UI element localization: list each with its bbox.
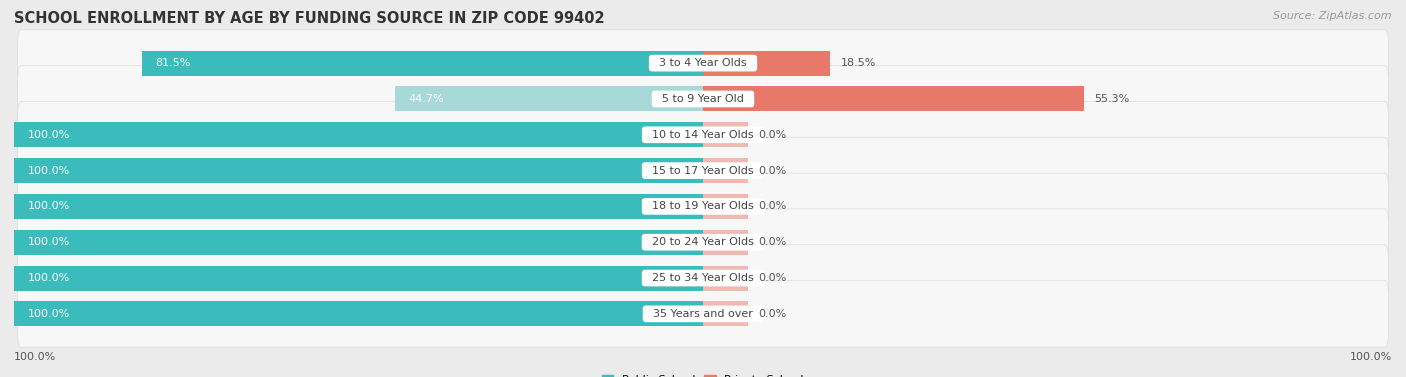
Text: 0.0%: 0.0% [758,130,786,140]
Text: 44.7%: 44.7% [409,94,444,104]
Text: 100.0%: 100.0% [28,309,70,319]
Bar [703,51,831,76]
Text: 3 to 4 Year Olds: 3 to 4 Year Olds [652,58,754,68]
FancyBboxPatch shape [17,173,1389,240]
FancyBboxPatch shape [17,137,1389,204]
FancyBboxPatch shape [17,280,1389,347]
Text: 81.5%: 81.5% [155,58,191,68]
Text: 5 to 9 Year Old: 5 to 9 Year Old [655,94,751,104]
Bar [703,230,748,255]
FancyBboxPatch shape [17,66,1389,132]
Text: 15 to 17 Year Olds: 15 to 17 Year Olds [645,166,761,176]
Text: 10 to 14 Year Olds: 10 to 14 Year Olds [645,130,761,140]
Bar [14,301,703,326]
FancyBboxPatch shape [17,209,1389,276]
Text: 35 Years and over: 35 Years and over [647,309,759,319]
Legend: Public School, Private School: Public School, Private School [598,370,808,377]
Bar [14,194,703,219]
Bar [395,86,703,112]
Text: 18 to 19 Year Olds: 18 to 19 Year Olds [645,201,761,211]
Text: 0.0%: 0.0% [758,273,786,283]
Bar [703,301,748,326]
Text: 100.0%: 100.0% [28,201,70,211]
Text: 100.0%: 100.0% [28,130,70,140]
Bar [703,194,748,219]
Text: 55.3%: 55.3% [1094,94,1129,104]
Text: 0.0%: 0.0% [758,201,786,211]
Bar [703,86,1084,112]
FancyBboxPatch shape [17,245,1389,311]
Bar [703,158,748,183]
Bar [14,230,703,255]
Text: Source: ZipAtlas.com: Source: ZipAtlas.com [1274,11,1392,21]
Text: 100.0%: 100.0% [14,352,56,362]
Bar [14,158,703,183]
Bar [142,51,703,76]
Text: 25 to 34 Year Olds: 25 to 34 Year Olds [645,273,761,283]
Bar [14,265,703,291]
Text: 100.0%: 100.0% [28,166,70,176]
Text: 18.5%: 18.5% [841,58,876,68]
Text: 0.0%: 0.0% [758,309,786,319]
Bar [703,265,748,291]
Text: 100.0%: 100.0% [28,237,70,247]
Text: 100.0%: 100.0% [28,273,70,283]
Text: 0.0%: 0.0% [758,237,786,247]
Text: SCHOOL ENROLLMENT BY AGE BY FUNDING SOURCE IN ZIP CODE 99402: SCHOOL ENROLLMENT BY AGE BY FUNDING SOUR… [14,11,605,26]
Bar [703,122,748,147]
Text: 20 to 24 Year Olds: 20 to 24 Year Olds [645,237,761,247]
Text: 100.0%: 100.0% [1350,352,1392,362]
Text: 0.0%: 0.0% [758,166,786,176]
Bar [14,122,703,147]
FancyBboxPatch shape [17,101,1389,168]
FancyBboxPatch shape [17,30,1389,97]
